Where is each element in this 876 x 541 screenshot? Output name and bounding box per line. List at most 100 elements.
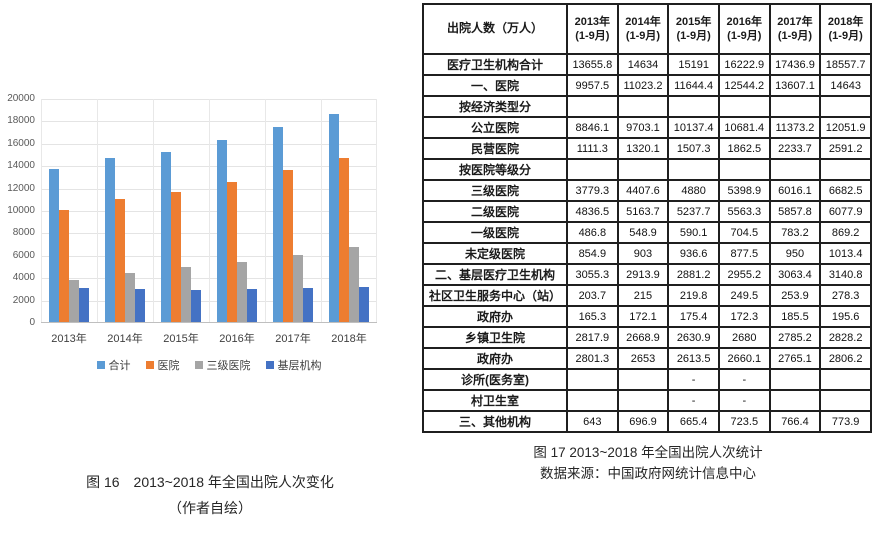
row-label: 一、医院: [422, 74, 568, 97]
table-cell: 4836.5: [566, 200, 619, 223]
year-header-line1: 2014年: [625, 15, 661, 28]
year-header-line2: (1-9月): [575, 30, 610, 42]
legend-label: 医院: [157, 360, 180, 372]
legend-item-3: 基层机构: [265, 357, 322, 373]
table-cell: 2806.2: [819, 347, 872, 370]
table-cell: 643: [566, 410, 619, 433]
x-axis-labels: 2013年 2014年 2015年 2016年 2017年 2018年: [41, 330, 377, 346]
table-cell: 869.2: [819, 221, 872, 244]
table-cell: [667, 95, 720, 118]
table-cell: 1862.5: [717, 137, 771, 160]
table-cell: 175.4: [667, 305, 720, 328]
table-cell: -: [717, 368, 771, 391]
table-cell: 6682.5: [819, 179, 872, 202]
table-cell: -: [667, 389, 720, 412]
bar-series1-2015年: [171, 191, 181, 322]
legend-swatch-icon: [265, 361, 274, 369]
y-axis-label: 18000: [7, 115, 35, 127]
table-cell: 9703.1: [616, 116, 670, 139]
row-label: 民营医院: [422, 137, 568, 160]
table-row-10: 二、基层医疗卫生机构 3055.3 2913.9 2881.2 2955.2 3063.4…: [422, 263, 872, 286]
y-axis-label: 0: [29, 317, 35, 328]
table-cell: 486.8: [566, 221, 619, 244]
row-label: 村卫生室: [422, 389, 568, 412]
table-year-header-2013年: 2013年 (1-9月): [566, 3, 619, 55]
table-cell: 877.5: [717, 242, 771, 265]
table-row-4: 民营医院 1111.3 1320.1 1507.3 1862.5 2233.7 2591.2: [422, 137, 872, 160]
table-cell: 3063.4: [768, 263, 822, 286]
bar-group-2014年: [97, 99, 153, 322]
bar-series1-2016年: [227, 181, 237, 322]
bar-series2-2014年: [125, 272, 135, 322]
table-cell: 723.5: [717, 410, 771, 433]
table-cell: [768, 389, 822, 412]
x-axis-label: 2015年: [163, 333, 199, 345]
table-cell: 215: [616, 284, 670, 307]
gridline: [265, 99, 266, 322]
x-axis-label: 2013年: [51, 333, 87, 345]
figure16-caption: 图 16 2013~2018 年全国出院人次变化: [86, 474, 334, 490]
table-cell: 172.3: [717, 305, 771, 328]
legend-swatch-icon: [194, 361, 203, 369]
table-cell: 936.6: [667, 242, 720, 265]
table-row-16: 村卫生室 - -: [422, 389, 872, 412]
legend-label: 基层机构: [277, 360, 322, 372]
table-cell: 12051.9: [819, 116, 872, 139]
figure17-caption: 图 17 2013~2018 年全国出院人次统计: [533, 445, 763, 460]
figure16-chart-panel: 2013年 2014年 2015年 2016年 2017年 2018年 0 2000 4000…: [0, 0, 420, 541]
bar-series3-2016年: [247, 288, 257, 322]
table-cell: 2785.2: [768, 326, 822, 349]
table-cell: 5563.3: [717, 200, 771, 223]
table-cell: 253.9: [768, 284, 822, 307]
table-cell: [566, 158, 619, 181]
x-axis-label: 2014年: [107, 333, 143, 345]
bar-series3-2015年: [191, 289, 201, 322]
table-cell: 14634: [616, 53, 670, 76]
year-header-line2: (1-9月): [828, 30, 863, 42]
table-cell: 2653: [616, 347, 670, 370]
gridline: [209, 99, 210, 322]
bar-series1-2013年: [59, 210, 69, 322]
figure17-source: 数据来源：中国政府网统计信息中心: [540, 466, 756, 481]
y-axis-label: 14000: [7, 160, 35, 172]
table-row-1: 一、医院 9957.5 11023.2 11644.4 12544.2 13607.1 14…: [422, 74, 872, 97]
table-cell: 2955.2: [717, 263, 771, 286]
table-cell: 3779.3: [566, 179, 619, 202]
table-cell: 16222.9: [717, 53, 771, 76]
bar-series2-2013年: [69, 279, 79, 322]
table-year-header-2014年: 2014年 (1-9月): [616, 3, 670, 55]
table-cell: [566, 368, 619, 391]
table-cell: 950: [768, 242, 822, 265]
table-cell: [667, 158, 720, 181]
table-cell: [768, 95, 822, 118]
table-cell: 13607.1: [768, 74, 822, 97]
table-cell: 5398.9: [717, 179, 771, 202]
table-cell: 773.9: [819, 410, 872, 433]
table-row-13: 乡镇卫生院 2817.9 2668.9 2630.9 2680 2785.2 2828.2: [422, 326, 872, 349]
discharge-statistics-table: 出院人数（万人） 2013年 (1-9月) 2014年 (1-9月) 2015年 (1-9…: [422, 3, 872, 433]
table-cell: 9957.5: [566, 74, 619, 97]
table-row-8: 一级医院 486.8 548.9 590.1 704.5 783.2 869.2: [422, 221, 872, 244]
figure17-caption-block: 图 17 2013~2018 年全国出院人次统计 数据来源：中国政府网统计信息中…: [422, 442, 874, 484]
gridline: [97, 99, 98, 322]
table-cell: [566, 95, 619, 118]
row-label: 医疗卫生机构合计: [422, 53, 568, 76]
table-cell: [819, 95, 872, 118]
bar-group-2017年: [265, 99, 321, 322]
table-cell: [616, 389, 670, 412]
table-cell: [616, 95, 670, 118]
table-cell: 5857.8: [768, 200, 822, 223]
table-cell: 2668.9: [616, 326, 670, 349]
table-cell: [717, 95, 771, 118]
table-cell: 18557.7: [819, 53, 872, 76]
row-label: 三级医院: [422, 179, 568, 202]
table-cell: 11373.2: [768, 116, 822, 139]
table-cell: 6077.9: [819, 200, 872, 223]
table-cell: 2233.7: [768, 137, 822, 160]
table-cell: [768, 158, 822, 181]
table-year-header-2018年: 2018年 (1-9月): [819, 3, 872, 55]
table-cell: [819, 368, 872, 391]
table-cell: 696.9: [616, 410, 670, 433]
table-cell: 11023.2: [616, 74, 670, 97]
table-cell: 1507.3: [667, 137, 720, 160]
